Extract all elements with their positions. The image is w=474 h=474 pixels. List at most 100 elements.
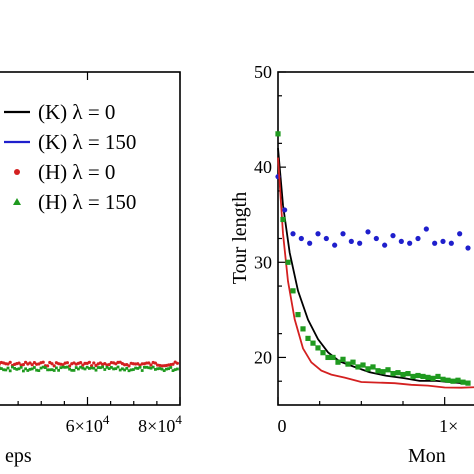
- right-x-tick-label-mantissa: 1×: [439, 416, 458, 436]
- left-h150-point: [8, 369, 12, 373]
- left-h150-point: [112, 367, 115, 371]
- legend-entry: (H) λ = 150: [13, 190, 136, 214]
- right-y-axis-label: Tour length: [229, 192, 251, 284]
- right-series-point: [320, 350, 326, 356]
- right-series-point: [290, 288, 296, 294]
- right-series-point: [415, 235, 421, 242]
- right-y-tick-label: 20: [254, 347, 272, 367]
- left-h150-point: [90, 366, 93, 370]
- right-series-point: [440, 238, 446, 244]
- left-h150-point: [57, 368, 60, 372]
- right-series-point: [395, 370, 401, 376]
- left-h150-point: [4, 368, 8, 372]
- left-h150-point: [140, 369, 144, 372]
- left-h0-point: [24, 360, 28, 364]
- left-h0-point: [21, 363, 25, 367]
- left-h150-point: [88, 367, 91, 370]
- right-series-point: [360, 362, 366, 368]
- right-series-point: [310, 340, 316, 346]
- left-h150-point: [39, 366, 43, 370]
- right-series-point: [298, 235, 304, 242]
- left-h0-point: [6, 362, 10, 366]
- left-h150-point: [59, 366, 63, 370]
- right-series-point: [432, 240, 438, 246]
- left-h150-point: [55, 366, 58, 370]
- right-series-point: [390, 233, 396, 239]
- left-h0-point: [149, 363, 153, 367]
- right-series-point: [350, 359, 356, 365]
- right-series-point: [332, 242, 338, 248]
- right-x-tick-label-mantissa: 0: [278, 416, 287, 436]
- left-h150-point: [96, 366, 100, 369]
- right-series-point: [357, 240, 363, 246]
- right-y-tick-label: 30: [254, 252, 272, 272]
- left-h0-point: [83, 361, 87, 366]
- right-series-point: [315, 345, 321, 351]
- right-series-point: [290, 231, 296, 237]
- left-h0-point: [147, 361, 151, 365]
- right-series-point: [420, 373, 426, 380]
- left-h0-point: [87, 360, 91, 364]
- left-h150-point: [11, 365, 14, 369]
- left-h0-point: [50, 362, 54, 366]
- legend-entry: (H) λ = 0: [14, 160, 115, 184]
- right-series-point: [365, 229, 371, 235]
- left-h150-point: [79, 365, 82, 369]
- right-series-point: [340, 231, 346, 237]
- left-chart: 6×104 8×104 eps (K) λ = 0(K) λ = 150(H) λ…: [0, 71, 182, 467]
- legend-label: (K) λ = 0: [38, 100, 115, 124]
- left-h150-point: [44, 366, 47, 370]
- right-series-point: [445, 377, 451, 383]
- left-h150-point: [30, 367, 34, 371]
- left-h150-point: [123, 368, 126, 372]
- right-chart: 20 30 40 50 0 1× Tour length Mon: [229, 62, 474, 467]
- left-h150-point: [28, 367, 32, 371]
- left-h150-point: [165, 367, 168, 371]
- right-series-point: [315, 231, 321, 237]
- left-x-ticks: [17, 72, 181, 405]
- left-h150-point: [52, 369, 56, 372]
- left-h150-point: [92, 366, 96, 370]
- left-h150-point: [156, 367, 159, 371]
- left-h150-point: [81, 366, 85, 370]
- left-x-tick-label-exponent: 4: [103, 412, 110, 427]
- right-series-point: [425, 374, 431, 381]
- right-series-point: [390, 371, 396, 377]
- left-h150-point: [101, 365, 104, 369]
- right-series-point: [410, 373, 416, 380]
- left-h150-point: [68, 367, 71, 371]
- right-series-point: [345, 361, 351, 367]
- left-h150-point: [0, 367, 3, 370]
- right-series-point: [455, 377, 461, 383]
- left-h0-point: [107, 363, 111, 367]
- right-series-point: [423, 226, 429, 232]
- right-series-point: [280, 216, 286, 223]
- left-h150-point: [15, 367, 19, 371]
- left-h150-point: [132, 368, 135, 371]
- left-x-tick-label-exponent: 4: [175, 412, 182, 427]
- right-series-line: [277, 148, 470, 385]
- right-series: [275, 131, 474, 389]
- left-h150-point: [13, 367, 16, 370]
- left-h150-point: [167, 367, 170, 371]
- right-series-point: [335, 359, 341, 365]
- left-h150-point: [35, 368, 38, 372]
- left-h150-point: [22, 369, 25, 373]
- left-h150-point: [118, 368, 122, 372]
- left-h150-point: [37, 369, 41, 372]
- right-series-point: [340, 356, 346, 362]
- legend-label: (H) λ = 150: [38, 190, 136, 214]
- left-x-tick-label: 8×104: [138, 412, 182, 436]
- right-series-point: [435, 373, 441, 380]
- left-h150-point: [103, 368, 107, 371]
- left-h150-point: [176, 367, 179, 371]
- left-h150-point: [138, 365, 142, 369]
- left-h150-point: [158, 367, 162, 370]
- left-h0-point: [28, 361, 32, 365]
- right-series-point: [382, 242, 388, 248]
- right-y-tick-label: 40: [254, 157, 272, 177]
- left-h150-point: [136, 367, 140, 370]
- left-h0-point: [8, 360, 12, 364]
- left-h150-point: [116, 365, 120, 369]
